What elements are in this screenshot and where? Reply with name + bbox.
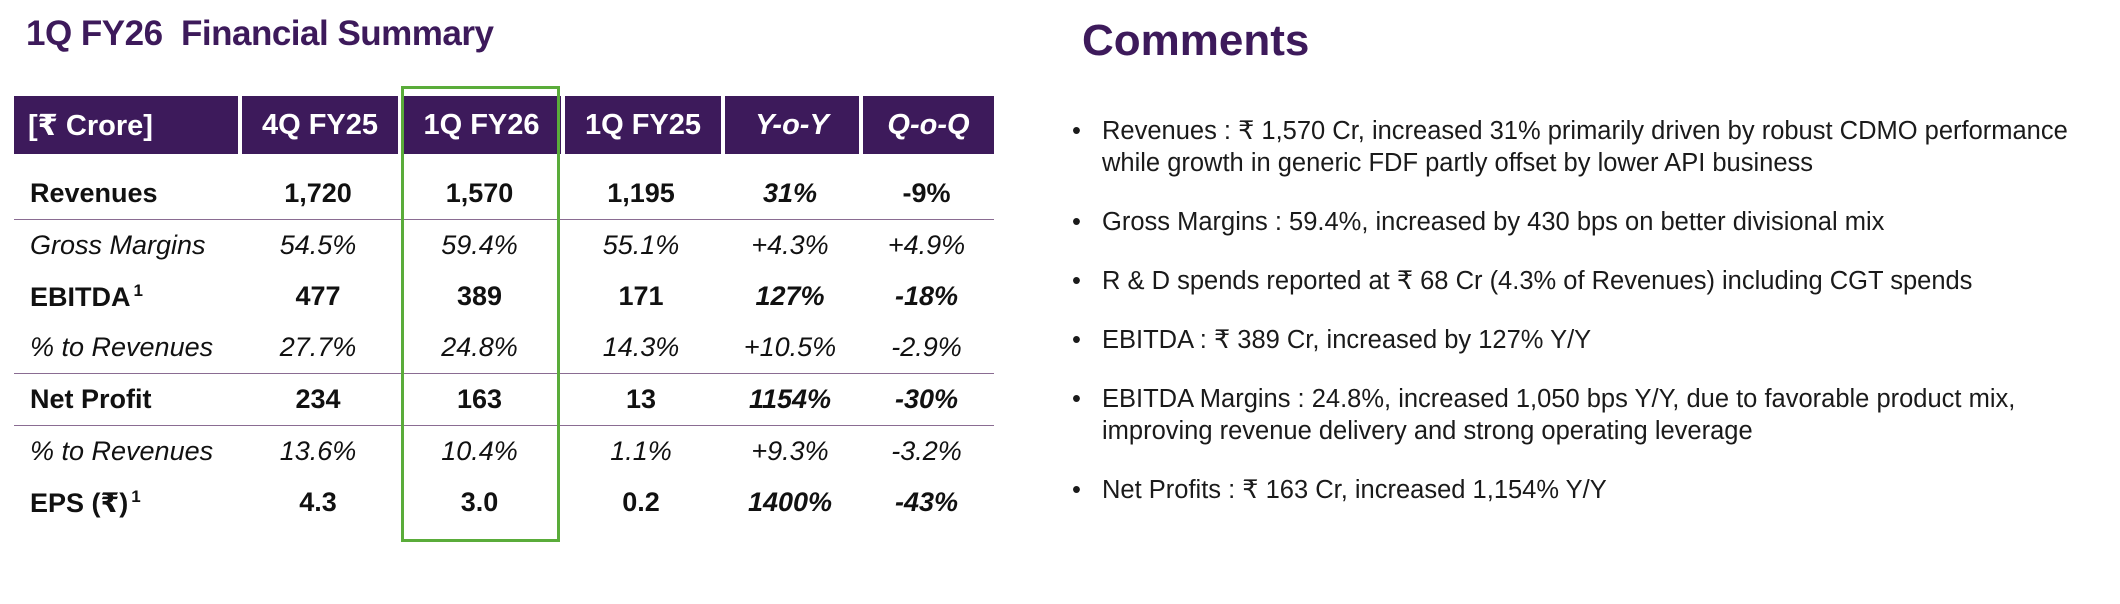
row-label: Net Profit — [14, 374, 238, 426]
table-row-net-margin: % to Revenues 13.6% 10.4% 1.1% +9.3% -3.… — [14, 426, 994, 477]
cell-1q-fy25: 55.1% — [602, 230, 680, 260]
header-yoy: Y-o-Y — [721, 96, 859, 154]
comment-revenues: Revenues : ₹ 1,570 Cr, increased 31% pri… — [1070, 115, 2110, 179]
cell-yoy: +9.3% — [751, 436, 829, 466]
cell-4q-fy25: 13.6% — [279, 436, 357, 466]
cell-1q-fy26: 10.4% — [441, 436, 518, 466]
cell-1q-fy26: 3.0 — [460, 487, 499, 517]
cell-yoy: 1154% — [721, 374, 859, 426]
cell-1q-fy26: 59.4% — [441, 230, 518, 260]
cell-qoq: -18% — [894, 281, 959, 311]
table-header-row: [₹ Crore] 4Q FY25 1Q FY26 1Q FY25 Y-o-Y … — [14, 96, 994, 154]
financial-summary-title: 1Q FY26 Financial Summary — [26, 14, 494, 53]
cell-1q-fy25: 171 — [618, 281, 664, 311]
financial-summary-table: [₹ Crore] 4Q FY25 1Q FY26 1Q FY25 Y-o-Y … — [14, 96, 994, 528]
cell-qoq: -30% — [859, 374, 994, 426]
cell-1q-fy25: 13 — [561, 374, 721, 426]
cell-4q-fy25: 4.3 — [299, 487, 337, 517]
row-label: EPS (₹) 1 — [14, 477, 238, 528]
cell-1q-fy26: 163 — [398, 374, 561, 426]
cell-qoq: -2.9% — [859, 322, 994, 374]
cell-qoq: -3.2% — [891, 436, 962, 466]
row-label: % to Revenues — [14, 322, 238, 374]
comment-ebitda-margins: EBITDA Margins : 24.8%, increased 1,050 … — [1070, 383, 2110, 447]
header-4q-fy25: 4Q FY25 — [238, 96, 398, 154]
footnote-marker: 1 — [133, 280, 143, 300]
table-row-gross-margins: Gross Margins 54.5% 59.4% 55.1% +4.3% +4… — [14, 220, 994, 271]
cell-4q-fy25: 234 — [238, 374, 398, 426]
cell-1q-fy26: 389 — [456, 281, 503, 311]
cell-1q-fy26: 24.8% — [398, 322, 561, 374]
cell-4q-fy25: 1,720 — [238, 168, 398, 220]
cell-yoy: +4.3% — [751, 230, 829, 260]
cell-qoq: +4.9% — [887, 230, 966, 260]
cell-1q-fy25: 1.1% — [610, 436, 672, 466]
cell-1q-fy26: 1,570 — [398, 168, 561, 220]
cell-4q-fy25: 27.7% — [238, 322, 398, 374]
header-1q-fy25: 1Q FY25 — [561, 96, 721, 154]
table-row-net-profit: Net Profit 234 163 13 1154% -30% — [14, 374, 994, 426]
header-1q-fy26: 1Q FY26 — [398, 96, 561, 154]
cell-1q-fy25: 0.2 — [622, 487, 660, 517]
comment-net-profits: Net Profits : ₹ 163 Cr, increased 1,154%… — [1070, 474, 2110, 506]
comment-gross-margins: Gross Margins : 59.4%, increased by 430 … — [1070, 206, 2110, 238]
cell-1q-fy25: 1,195 — [561, 168, 721, 220]
table-row-eps: EPS (₹) 1 4.3 3.0 0.2 1400% -43% — [14, 477, 994, 528]
row-label: EBITDA 1 — [14, 271, 238, 322]
cell-4q-fy25: 54.5% — [279, 230, 357, 260]
comment-rnd-spends: R & D spends reported at ₹ 68 Cr (4.3% o… — [1070, 265, 2110, 297]
footnote-marker: 1 — [131, 486, 141, 506]
cell-qoq: -9% — [859, 168, 994, 220]
row-label-text: EBITDA — [30, 281, 131, 312]
current-quarter-highlight — [401, 86, 560, 542]
row-label: Gross Margins — [30, 230, 206, 260]
table-row-ebitda-margin: % to Revenues 27.7% 24.8% 14.3% +10.5% -… — [14, 322, 994, 374]
comments-list: Revenues : ₹ 1,570 Cr, increased 31% pri… — [1070, 115, 2110, 533]
cell-1q-fy25: 14.3% — [561, 322, 721, 374]
header-unit: [₹ Crore] — [14, 96, 238, 154]
cell-yoy: 127% — [755, 281, 825, 311]
row-label: Revenues — [14, 168, 238, 220]
row-label: % to Revenues — [30, 436, 214, 466]
cell-yoy: 31% — [721, 168, 859, 220]
cell-yoy: 1400% — [747, 487, 833, 517]
cell-4q-fy25: 477 — [295, 281, 341, 311]
table-row-revenues: Revenues 1,720 1,570 1,195 31% -9% — [14, 168, 994, 220]
comment-ebitda: EBITDA : ₹ 389 Cr, increased by 127% Y/Y — [1070, 324, 2110, 356]
comments-title: Comments — [1082, 16, 1310, 65]
header-qoq: Q-o-Q — [859, 96, 994, 154]
table-row-ebitda: EBITDA 1 477 389 171 127% -18% — [14, 271, 994, 322]
row-label-text: EPS (₹) — [30, 487, 129, 518]
cell-qoq: -43% — [894, 487, 959, 517]
cell-yoy: +10.5% — [721, 322, 859, 374]
